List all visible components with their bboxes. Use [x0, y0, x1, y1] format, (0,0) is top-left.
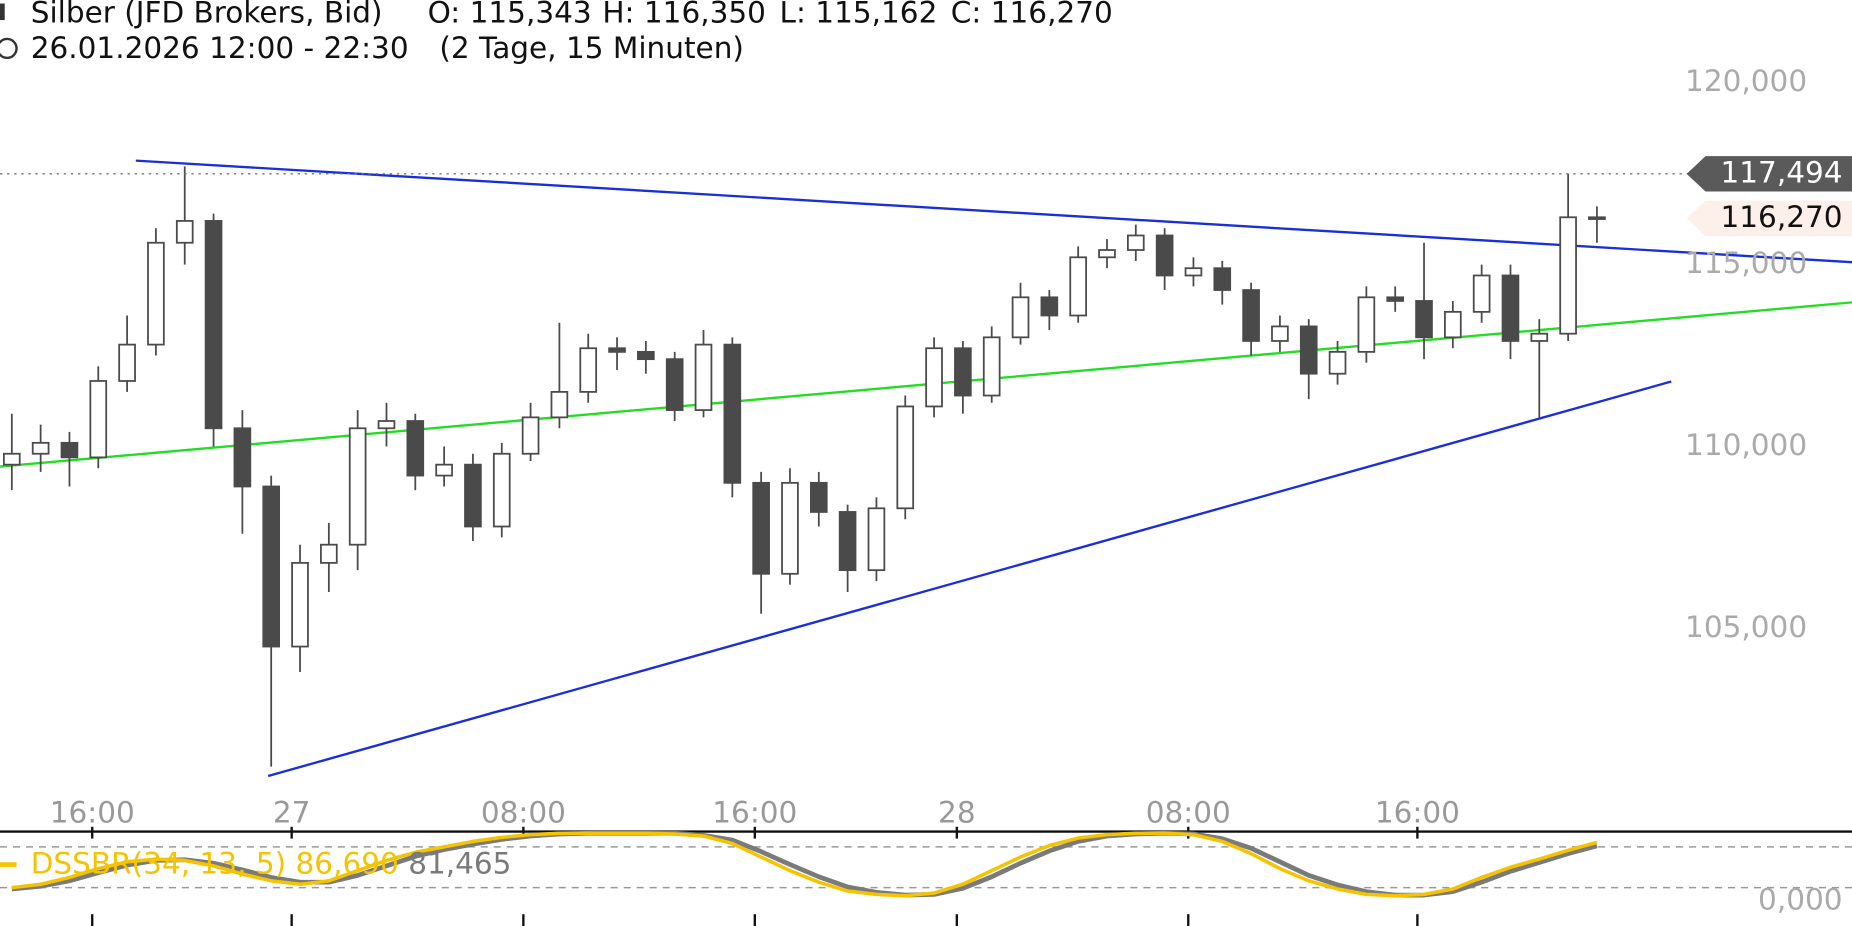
candle-body: [320, 543, 338, 564]
time-range: 26.01.2026 12:00 - 22:30: [31, 31, 409, 65]
price-tag: [1686, 156, 1852, 192]
trendline-lower: [267, 380, 1672, 778]
period: (2 Tage, 15 Minuten): [439, 31, 744, 65]
candle-body: [896, 405, 915, 510]
candle-body: [521, 416, 540, 455]
candle-body: [175, 220, 194, 244]
signal-value: 81,465: [408, 846, 511, 880]
y-tick-label: 115,000: [1685, 246, 1807, 280]
x-tick-label: 28: [938, 795, 976, 829]
low-readout: L: 115,162: [780, 0, 938, 30]
candle-body: [435, 463, 453, 477]
candle-body: [637, 350, 655, 361]
price-tag-label: 116,270: [1720, 200, 1842, 234]
candle-body: [1472, 274, 1491, 313]
candle-body: [1184, 267, 1203, 277]
candle-body: [406, 420, 425, 477]
candle-body: [1559, 216, 1577, 335]
x-tick-label: 16:00: [50, 795, 135, 829]
candle-body: [118, 343, 136, 382]
candle-body: [1530, 332, 1549, 342]
candle-body: [1271, 325, 1289, 342]
candle-body: [1415, 300, 1433, 339]
candle-body: [1444, 310, 1462, 339]
candle-body: [262, 485, 281, 648]
candle-body: [492, 452, 511, 528]
price-tag-label: 117,494: [1720, 155, 1842, 189]
candle-body: [925, 347, 943, 408]
indicator-line: [11, 830, 1598, 898]
x-tick-label: 16:00: [712, 795, 797, 829]
candle-body: [31, 441, 50, 455]
price-tag: [1686, 200, 1852, 237]
candle-body: [464, 463, 482, 528]
legend-swatch: [0, 862, 17, 867]
candle-body: [1069, 256, 1087, 317]
indicator-value: 86,690: [296, 846, 399, 880]
candle-body: [89, 380, 108, 459]
y-tick-label: 105,000: [1685, 610, 1807, 644]
candle-body: [1386, 296, 1405, 302]
candle-body: [1501, 274, 1520, 342]
candle-body: [608, 347, 626, 353]
candle-body: [1242, 289, 1260, 342]
indicator-name: DSSBR(34, 13, 5): [31, 846, 286, 880]
candle-body: [1328, 350, 1347, 375]
candle-body: [954, 347, 972, 397]
chart-icon: [0, 3, 5, 21]
clock-icon: [0, 37, 18, 60]
y-tick-label: 110,000: [1685, 428, 1807, 462]
candle-body: [1357, 296, 1376, 353]
candle-body: [1011, 296, 1030, 339]
candle-body: [723, 343, 742, 484]
candle-body: [982, 336, 1001, 397]
candle-body: [781, 481, 799, 575]
x-tick-label: 27: [273, 795, 311, 829]
candle-body: [291, 561, 309, 648]
instrument: Silber (JFD Brokers, Bid): [31, 0, 383, 30]
candle-body: [665, 358, 684, 411]
candle-body: [348, 427, 367, 546]
candle-body: [3, 452, 21, 466]
candle-body: [867, 507, 886, 572]
high-readout: H: 116,350: [602, 0, 766, 30]
candle-body: [204, 220, 223, 430]
candle-body: [809, 481, 828, 513]
candle-body: [1040, 296, 1059, 317]
candle-body: [1299, 325, 1318, 375]
candle-body: [752, 481, 770, 575]
candle-body: [579, 347, 598, 393]
candle-body: [694, 343, 713, 411]
candle-body: [233, 427, 252, 488]
open-readout: O: 115,343: [428, 0, 592, 30]
candle-body: [1155, 234, 1174, 277]
x-tick-label: 08:00: [1146, 795, 1231, 829]
close-readout: C: 116,270: [951, 0, 1113, 30]
candle-body: [838, 511, 857, 572]
x-tick-label: 08:00: [481, 795, 566, 829]
y-tick-label: 120,000: [1685, 64, 1807, 98]
x-tick-label: 16:00: [1375, 795, 1460, 829]
trendline-upper: [135, 159, 1852, 264]
indicator-line: [11, 831, 1598, 898]
candles: [3, 166, 1606, 767]
candle-body: [147, 241, 165, 346]
candle-body: [550, 391, 569, 419]
candle-body: [60, 441, 79, 459]
header: Silber (JFD Brokers, Bid) O: 115,343 H: …: [0, 0, 1113, 65]
candle-body: [1588, 216, 1606, 220]
y-tick-label: 0,000: [1758, 883, 1843, 917]
candle-body: [377, 420, 396, 430]
indicator-legend: DSSBR(34, 13, 5) 86,690 81,465: [31, 846, 512, 880]
candle-body: [1098, 249, 1116, 259]
candle-body: [1213, 267, 1232, 291]
candle-body: [1127, 234, 1145, 251]
